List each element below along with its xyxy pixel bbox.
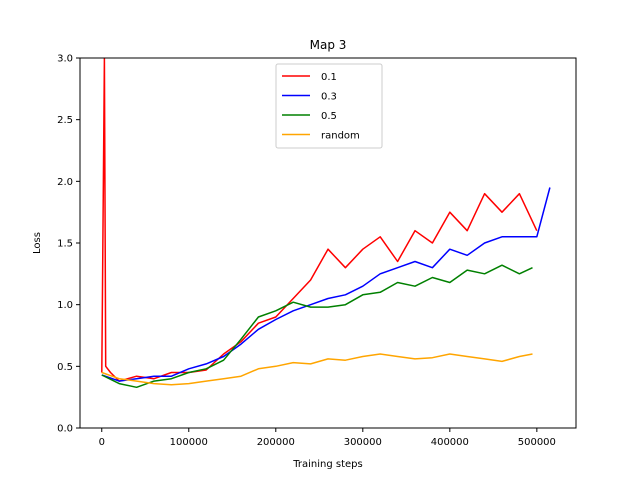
y-axis-ticks: 0.0 0.5 1.0 1.5 2.0 2.5 3.0 [57,54,80,435]
legend-label: 0.3 [321,92,337,103]
x-axis-label: Training steps [292,459,362,470]
x-tick-label: 500000 [518,437,556,448]
x-axis-ticks: 0 100000 200000 300000 400000 500000 [99,428,556,448]
y-axis-label: Loss [32,232,43,254]
legend-label: 0.1 [321,72,337,83]
series-line-0 [101,58,538,382]
chart-title: Map 3 [310,38,347,52]
y-tick-label: 2.5 [57,115,73,126]
legend-label: random [321,131,360,142]
y-tick-label: 3.0 [57,54,73,65]
series-line-3 [101,353,533,386]
x-tick-label: 0 [99,437,105,448]
legend-box [275,63,383,149]
plot-area-frame [79,57,577,429]
x-tick-label: 400000 [431,437,469,448]
series-layer [101,58,551,389]
series-line-2 [101,264,533,389]
y-tick-label: 1.5 [57,239,73,250]
x-tick-label: 200000 [257,437,295,448]
x-tick-label: 300000 [344,437,382,448]
y-tick-label: 2.0 [57,177,73,188]
y-tick-label: 0.0 [57,424,73,435]
legend: 0.1 0.3 0.5 random [275,63,383,149]
y-tick-label: 1.0 [57,300,73,311]
legend-label: 0.5 [321,111,337,122]
series-line-1 [101,187,551,382]
x-tick-label: 100000 [170,437,208,448]
y-tick-label: 0.5 [57,362,73,373]
